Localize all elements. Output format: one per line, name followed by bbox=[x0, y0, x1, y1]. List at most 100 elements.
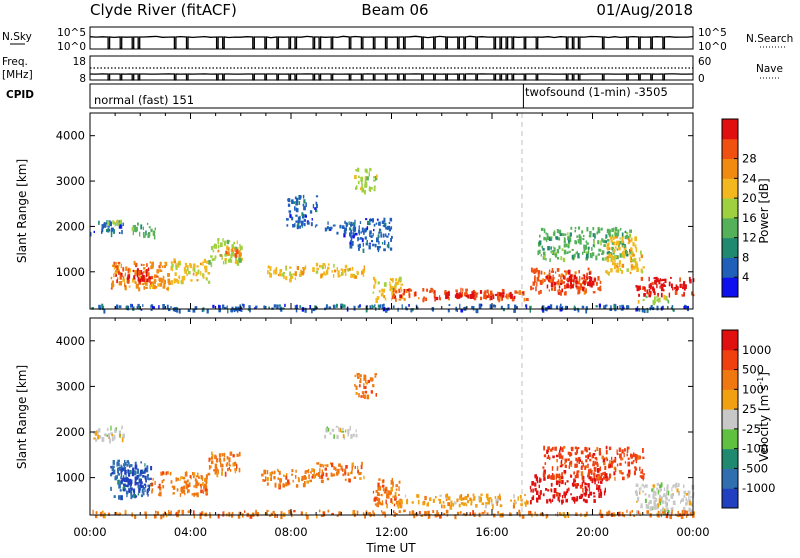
cpid-label: CPID bbox=[6, 89, 34, 101]
velocity-colorbar-tick-1: 500 bbox=[742, 363, 764, 377]
power-ytick-2: 3000 bbox=[56, 174, 85, 188]
power-region-10 bbox=[324, 220, 356, 238]
velocity-region-0 bbox=[92, 425, 125, 444]
velocity-y-ticks: 1000 2000 3000 4000 bbox=[56, 334, 693, 485]
x-tick-0: 00:00 bbox=[73, 525, 106, 539]
velocity-data-layer bbox=[92, 373, 695, 520]
power-x-ticks bbox=[89, 113, 694, 309]
velocity-region-13 bbox=[635, 482, 695, 516]
power-colorbar-tick-3: 16 bbox=[742, 211, 757, 225]
noise-left-tick-bottom: 10^0 bbox=[57, 41, 86, 53]
velocity-colorbar-swatch-0 bbox=[722, 488, 738, 509]
power-colorbar-swatch-7 bbox=[722, 138, 738, 160]
power-colorbar-swatch-0 bbox=[722, 277, 738, 298]
velocity-region-7 bbox=[324, 425, 358, 440]
power-colorbar-swatch-6 bbox=[722, 158, 738, 179]
velocity-colorbar-tick-5: -100 bbox=[742, 442, 768, 456]
power-colorbar-tick-1: 8 bbox=[742, 250, 749, 264]
power-ytick-3: 4000 bbox=[56, 129, 85, 143]
power-ytick-1: 2000 bbox=[56, 219, 85, 233]
power-colorbar-tick-0: 4 bbox=[742, 270, 749, 284]
velocity-ytick-0: 1000 bbox=[56, 471, 85, 485]
nave-label: Nave bbox=[756, 63, 783, 75]
cpid-panel: CPID normal (fast) 151 twofsound (1-min)… bbox=[6, 83, 694, 109]
power-region-11 bbox=[286, 194, 319, 230]
velocity-colorbar-tick-4: -25 bbox=[742, 422, 761, 436]
velocity-colorbar: 1000 500 100 25 -25 -100 -500 -1000 bbox=[721, 329, 775, 509]
noise-sky-label: N.Sky bbox=[2, 31, 32, 43]
date-title: 01/Aug/2018 bbox=[596, 1, 693, 19]
velocity-colorbar-label: Velocity [m s-1] bbox=[756, 372, 771, 462]
x-tick-5: 20:00 bbox=[576, 525, 609, 539]
power-colorbar: 4 8 12 16 20 24 28 bbox=[721, 118, 757, 298]
station-title: Clyde River (fitACF) bbox=[90, 1, 237, 19]
x-axis-label: Time UT bbox=[365, 541, 416, 554]
power-colorbar-tick-5: 24 bbox=[742, 171, 757, 185]
power-panel: 1000 2000 3000 4000 Slant Range [km] 4 8 12 16… bbox=[15, 112, 771, 314]
freq-right-tick-bottom: 0 bbox=[698, 73, 705, 85]
power-region-9 bbox=[312, 262, 366, 279]
x-tick-3: 12:00 bbox=[375, 525, 408, 539]
velocity-region-5 bbox=[261, 468, 312, 490]
velocity-colorbar-tick-3: 25 bbox=[742, 402, 757, 416]
power-colorbar-tick-6: 28 bbox=[742, 152, 757, 166]
cpid-mode-1: normal (fast) 151 bbox=[94, 93, 194, 107]
power-region-18 bbox=[545, 274, 595, 289]
power-colorbar-swatch-4 bbox=[722, 198, 738, 219]
freq-trace bbox=[89, 73, 694, 81]
power-data-layer bbox=[90, 167, 695, 314]
velocity-colorbar-swatch-3 bbox=[722, 428, 738, 450]
velocity-ytick-2: 3000 bbox=[56, 379, 85, 393]
velocity-region-3 bbox=[150, 471, 211, 498]
power-ytick-0: 1000 bbox=[56, 265, 85, 279]
power-colorbar-tick-2: 12 bbox=[742, 231, 757, 245]
x-tick-4: 16:00 bbox=[475, 525, 508, 539]
power-colorbar-swatch-1 bbox=[722, 257, 738, 278]
velocity-colorbar-swatch-7 bbox=[722, 349, 738, 371]
power-region-16 bbox=[445, 291, 524, 301]
power-region-22 bbox=[637, 295, 670, 306]
power-colorbar-swatch-2 bbox=[722, 237, 738, 258]
power-region-3 bbox=[115, 267, 152, 285]
freq-right-tick-top: 60 bbox=[698, 56, 711, 68]
velocity-colorbar-swatch-4 bbox=[722, 409, 738, 430]
noise-panel: N.Sky 10^5 10^0 10^5 10^0 N.Search bbox=[2, 26, 793, 53]
velocity-region-6 bbox=[311, 461, 365, 484]
noise-left-tick-top: 10^5 bbox=[57, 27, 86, 39]
freq-label-line2: [MHz] bbox=[2, 69, 33, 81]
velocity-panel: 1000 2000 3000 4000 Slant Range [km] 1000 50… bbox=[15, 317, 775, 520]
beam-title: Beam 06 bbox=[361, 1, 428, 19]
velocity-region-2 bbox=[120, 464, 153, 495]
x-tick-1: 04:00 bbox=[174, 525, 207, 539]
power-colorbar-label: Power [dB] bbox=[757, 178, 771, 243]
velocity-x-ticks bbox=[89, 318, 694, 515]
velocity-ytick-3: 4000 bbox=[56, 334, 85, 348]
power-region-21 bbox=[635, 276, 695, 298]
freq-left-tick-top: 18 bbox=[73, 56, 86, 68]
velocity-region-4 bbox=[208, 451, 241, 478]
power-colorbar-swatch-3 bbox=[722, 217, 738, 239]
power-ylabel: Slant Range [km] bbox=[15, 159, 29, 263]
velocity-ylabel: Slant Range [km] bbox=[15, 365, 29, 469]
power-colorbar-swatch-8 bbox=[722, 119, 738, 140]
velocity-colorbar-tick-6: -500 bbox=[742, 461, 768, 475]
noise-right-tick-bottom: 10^0 bbox=[698, 41, 727, 53]
velocity-colorbar-tick-7: -1000 bbox=[742, 481, 775, 495]
power-region-1 bbox=[107, 219, 122, 227]
velocity-colorbar-swatch-8 bbox=[722, 330, 738, 351]
velocity-colorbar-swatch-1 bbox=[722, 468, 738, 489]
velocity-region-14 bbox=[92, 509, 695, 520]
freq-panel: Freq. [MHz] 18 8 60 0 Nave bbox=[2, 55, 783, 85]
velocity-region-12 bbox=[542, 445, 645, 482]
power-colorbar-tick-4: 20 bbox=[742, 191, 757, 205]
freq-label-line1: Freq. bbox=[2, 56, 28, 68]
noise-right-tick-top: 10^5 bbox=[698, 27, 727, 39]
velocity-region-11 bbox=[529, 473, 606, 505]
velocity-colorbar-tick-0: 1000 bbox=[742, 343, 771, 357]
velocity-colorbar-swatch-6 bbox=[722, 369, 738, 390]
power-region-7 bbox=[217, 247, 242, 258]
x-tick-2: 08:00 bbox=[274, 525, 307, 539]
velocity-region-8 bbox=[354, 373, 378, 400]
velocity-colorbar-tick-2: 100 bbox=[742, 382, 764, 396]
